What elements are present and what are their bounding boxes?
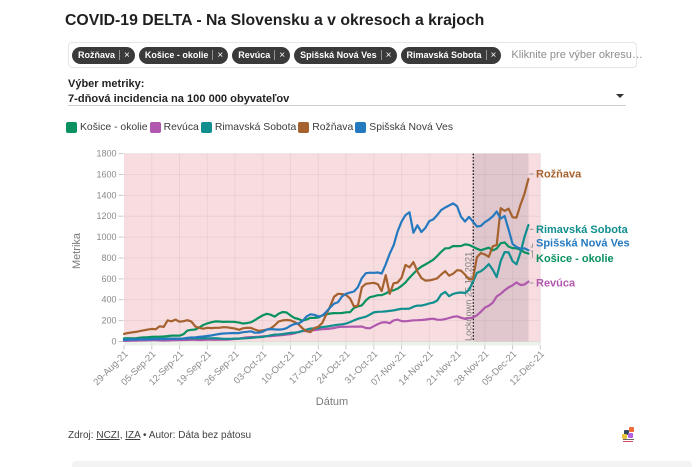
- svg-text:600: 600: [101, 274, 116, 284]
- svg-text:Košice - okolie: Košice - okolie: [536, 253, 614, 265]
- svg-text:1400: 1400: [96, 190, 116, 200]
- svg-text:800: 800: [101, 253, 116, 263]
- svg-text:Rimavská Sobota: Rimavská Sobota: [536, 224, 629, 236]
- svg-text:1000: 1000: [96, 232, 116, 242]
- svg-text:Rožňava: Rožňava: [536, 169, 582, 181]
- svg-text:1600: 1600: [96, 170, 116, 180]
- svg-text:1200: 1200: [96, 211, 116, 221]
- svg-text:0: 0: [111, 337, 116, 347]
- svg-text:200: 200: [101, 316, 116, 326]
- svg-text:Revúca: Revúca: [536, 278, 576, 290]
- svg-text:Spišská Nová Ves: Spišská Nová Ves: [536, 238, 630, 250]
- svg-text:Metrika: Metrika: [71, 232, 83, 269]
- svg-text:400: 400: [101, 295, 116, 305]
- svg-text:1800: 1800: [96, 149, 116, 159]
- svg-text:Dátum: Dátum: [316, 396, 348, 408]
- svg-text:Lockdown 25.11.2021: Lockdown 25.11.2021: [464, 252, 474, 341]
